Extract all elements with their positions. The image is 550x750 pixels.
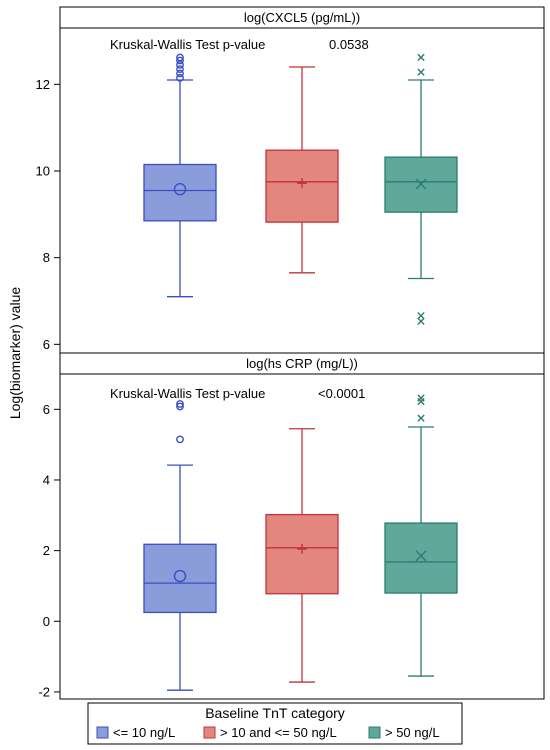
legend-entries: <= 10 ng/L > 10 and <= 50 ng/L > 50 ng/L (96, 725, 440, 740)
legend-label: <= 10 ng/L (113, 725, 175, 740)
box-group (143, 53, 458, 326)
box-1 (143, 400, 217, 691)
y-tick-label: 6 (43, 402, 50, 417)
y-tick-label: 10 (36, 164, 50, 179)
legend-swatch (203, 726, 216, 739)
outlier-point (417, 414, 425, 422)
outlier-point (176, 435, 184, 444)
outlier-point (176, 65, 184, 74)
y-tick-label: 2 (43, 543, 50, 558)
mean-marker (173, 182, 187, 196)
y-axis: 6 8 10 12 (36, 77, 60, 352)
outlier-point (176, 56, 184, 65)
legend-swatch (368, 726, 381, 739)
box-3 (384, 394, 458, 677)
outlier-point (176, 73, 184, 82)
y-tick-label: -2 (38, 684, 50, 699)
box-iqr (143, 163, 217, 222)
box-iqr (384, 522, 458, 594)
y-tick-label: 12 (36, 77, 50, 92)
mean-marker (297, 543, 307, 554)
panel-title: log(hs CRP (mg/L)) (246, 356, 358, 371)
y-axis-label: Log(biomarker) value (7, 287, 23, 419)
legend-label: > 10 and <= 50 ng/L (220, 725, 337, 740)
outlier-point (176, 402, 184, 411)
box-3 (384, 53, 458, 326)
y-tick-label: 6 (43, 337, 50, 352)
y-tick-label: 0 (43, 614, 50, 629)
box-iqr (265, 513, 339, 595)
box-group (143, 394, 458, 691)
legend-frame (87, 702, 463, 745)
y-tick-label: 8 (43, 250, 50, 265)
kruskal-wallis-label: Kruskal-Wallis Test p-value (110, 386, 265, 401)
panel-hscrp: log(hs CRP (mg/L)) Kruskal-Wallis Test p… (38, 352, 545, 700)
outlier-point (176, 400, 184, 408)
mean-marker (415, 550, 427, 562)
panel-title: log(CXCL5 (pg/mL)) (244, 10, 360, 25)
legend: Baseline TnT category <= 10 ng/L > 10 and… (87, 702, 463, 745)
box-2 (265, 428, 339, 683)
plot-area (59, 373, 545, 700)
outlier-point (176, 69, 184, 78)
outlier-point (417, 68, 425, 76)
box-2 (265, 66, 339, 274)
kruskal-wallis-label: Kruskal-Wallis Test p-value (110, 37, 265, 52)
panel-cxcl5: log(CXCL5 (pg/mL)) Kruskal-Wallis Test p… (36, 6, 545, 354)
outlier-point (176, 60, 184, 69)
mean-marker (173, 569, 187, 583)
p-value: <0.0001 (318, 386, 365, 401)
legend-label: > 50 ng/L (385, 725, 440, 740)
y-tick-label: 4 (43, 472, 50, 487)
outlier-point (417, 317, 425, 326)
mean-marker (415, 178, 427, 190)
legend-title: Baseline TnT category (205, 705, 345, 721)
box-iqr (143, 543, 217, 614)
outlier-point (176, 53, 184, 62)
outlier-point (417, 53, 425, 62)
y-axis: -2 0 2 4 6 (38, 402, 60, 699)
legend-swatch (96, 726, 109, 739)
box-1 (143, 53, 217, 298)
outlier-point (417, 394, 425, 402)
mean-marker (297, 178, 307, 189)
p-value: 0.0538 (329, 37, 369, 52)
outlier-point (417, 312, 425, 320)
